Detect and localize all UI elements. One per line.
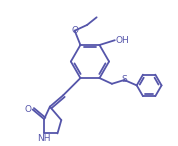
Text: O: O: [71, 26, 78, 35]
Text: O: O: [25, 105, 32, 114]
Text: S: S: [121, 75, 127, 85]
Text: OH: OH: [116, 36, 129, 45]
Text: NH: NH: [37, 134, 51, 143]
